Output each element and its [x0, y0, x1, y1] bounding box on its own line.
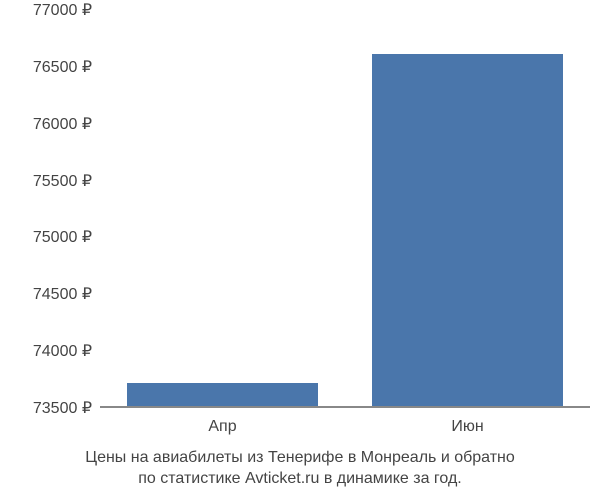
y-tick: 73500 ₽ [33, 398, 92, 418]
bar-apr [127, 383, 318, 406]
y-tick: 76500 ₽ [33, 57, 92, 77]
y-tick: 75500 ₽ [33, 171, 92, 191]
bar-jun [372, 54, 563, 407]
price-chart: 77000 ₽ 76500 ₽ 76000 ₽ 75500 ₽ 75000 ₽ … [0, 0, 600, 500]
chart-caption: Цены на авиабилеты из Тенерифе в Монреал… [0, 448, 600, 490]
caption-line-2: по статистике Avticket.ru в динамике за … [0, 469, 600, 490]
y-tick: 76000 ₽ [33, 114, 92, 134]
y-tick: 75000 ₽ [33, 227, 92, 247]
caption-line-1: Цены на авиабилеты из Тенерифе в Монреал… [0, 448, 600, 469]
y-tick: 74500 ₽ [33, 284, 92, 304]
x-label-jun: Июн [451, 418, 483, 436]
y-tick: 77000 ₽ [33, 0, 92, 20]
plot-area [100, 10, 590, 408]
x-label-apr: Апр [208, 418, 236, 436]
y-axis: 77000 ₽ 76500 ₽ 76000 ₽ 75500 ₽ 75000 ₽ … [0, 0, 100, 420]
y-tick: 74000 ₽ [33, 341, 92, 361]
